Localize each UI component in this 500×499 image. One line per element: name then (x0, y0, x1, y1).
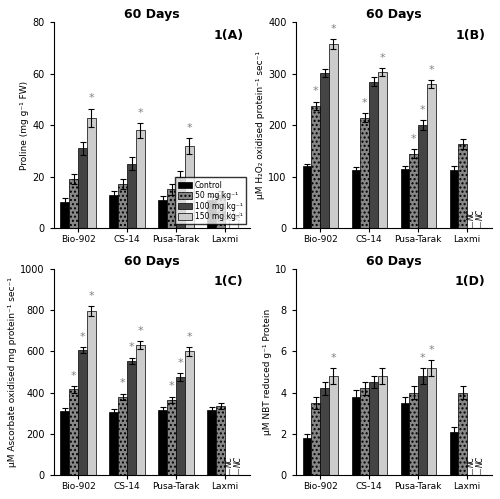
Bar (60, 202, 70, 228)
Bar (118, 184, 127, 228)
Bar (302, 166, 312, 228)
Bar (110, 412, 118, 475)
Bar (352, 397, 360, 475)
Y-axis label: μM H₂O₂ oxidised protein⁻¹ sec⁻¹: μM H₂O₂ oxidised protein⁻¹ sec⁻¹ (256, 51, 266, 199)
Bar (216, 195, 225, 228)
Text: NC: NC (225, 456, 234, 467)
Bar (369, 81, 378, 228)
Bar (320, 388, 329, 475)
Title: 60 Days: 60 Days (124, 8, 180, 21)
Bar (136, 345, 144, 475)
Bar (87, 118, 96, 228)
Text: *: * (428, 344, 434, 354)
Text: 1(B): 1(B) (456, 28, 486, 41)
Title: 60 Days: 60 Days (366, 8, 422, 21)
Bar (360, 388, 369, 475)
Text: NC: NC (476, 456, 485, 467)
Bar (378, 376, 387, 475)
Bar (329, 44, 338, 228)
Bar (312, 403, 320, 475)
Text: 1(A): 1(A) (214, 28, 244, 41)
Text: *: * (420, 105, 426, 115)
Bar (78, 148, 87, 228)
Bar (176, 177, 185, 228)
Text: *: * (411, 134, 416, 144)
Bar (110, 195, 118, 228)
Bar (320, 73, 329, 228)
Title: 60 Days: 60 Days (366, 255, 422, 268)
Text: *: * (138, 326, 143, 336)
Text: *: * (120, 378, 126, 388)
Bar (418, 125, 427, 228)
Bar (352, 170, 360, 228)
Text: *: * (88, 93, 94, 103)
Text: *: * (178, 358, 184, 368)
Bar (427, 368, 436, 475)
Bar (60, 411, 70, 475)
Text: *: * (420, 353, 426, 363)
Bar (208, 410, 216, 475)
Text: *: * (80, 332, 86, 342)
Bar (450, 432, 458, 475)
Bar (302, 438, 312, 475)
Text: 1(C): 1(C) (214, 275, 244, 288)
Y-axis label: μM NBT reduced g⁻¹ Protein: μM NBT reduced g⁻¹ Protein (262, 309, 272, 435)
Bar (450, 170, 458, 228)
Text: *: * (330, 24, 336, 34)
Bar (369, 382, 378, 475)
Text: *: * (71, 371, 76, 381)
Title: 60 Days: 60 Days (124, 255, 180, 268)
Bar (127, 361, 136, 475)
Y-axis label: Proline (mg g⁻¹ FW): Proline (mg g⁻¹ FW) (20, 81, 30, 170)
Bar (378, 72, 387, 228)
Bar (427, 84, 436, 228)
Bar (208, 200, 216, 228)
Text: NC: NC (225, 209, 234, 220)
Bar (216, 406, 225, 475)
Bar (158, 410, 168, 475)
Bar (185, 146, 194, 228)
Text: *: * (380, 53, 386, 63)
Bar (136, 130, 144, 228)
Bar (329, 376, 338, 475)
Text: NC: NC (467, 209, 476, 220)
Bar (176, 377, 185, 475)
Bar (400, 169, 409, 228)
Text: *: * (138, 108, 143, 118)
Text: NC: NC (234, 209, 243, 220)
Bar (158, 200, 168, 228)
Bar (168, 400, 176, 475)
Text: *: * (128, 342, 134, 352)
Text: *: * (362, 98, 368, 108)
Text: 1(D): 1(D) (455, 275, 486, 288)
Bar (87, 311, 96, 475)
Text: *: * (186, 123, 192, 133)
Bar (410, 154, 418, 228)
Bar (458, 393, 467, 475)
Bar (127, 164, 136, 228)
Text: NC: NC (467, 456, 476, 467)
Bar (168, 190, 176, 228)
Text: *: * (330, 353, 336, 363)
Bar (400, 403, 409, 475)
Text: *: * (88, 291, 94, 301)
Legend: Control, 50 mg kg⁻¹, 100 mg kg⁻¹, 150 mg kg⁻¹: Control, 50 mg kg⁻¹, 100 mg kg⁻¹, 150 mg… (175, 178, 246, 224)
Text: *: * (428, 65, 434, 75)
Bar (410, 393, 418, 475)
Bar (418, 376, 427, 475)
Bar (118, 397, 127, 475)
Bar (458, 144, 467, 228)
Text: *: * (186, 332, 192, 342)
Text: *: * (313, 86, 318, 96)
Bar (70, 179, 78, 228)
Text: NC: NC (234, 456, 243, 467)
Text: NC: NC (476, 209, 485, 220)
Bar (78, 350, 87, 475)
Bar (360, 118, 369, 228)
Bar (185, 351, 194, 475)
Y-axis label: μM Ascorbate oxidised mg protein⁻¹ sec⁻¹: μM Ascorbate oxidised mg protein⁻¹ sec⁻¹ (8, 277, 18, 467)
Bar (312, 106, 320, 228)
Bar (70, 389, 78, 475)
Text: *: * (169, 382, 174, 392)
